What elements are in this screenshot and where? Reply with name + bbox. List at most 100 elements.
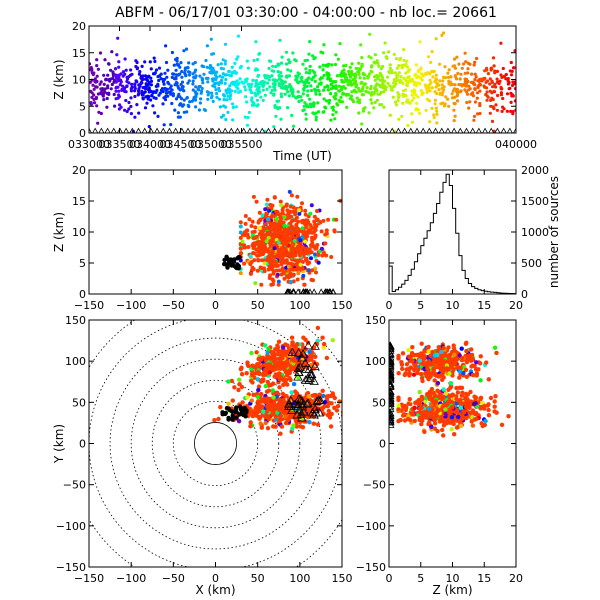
time-height-source [473,87,477,92]
time-height-source [110,82,114,87]
plan-view-source [277,418,282,424]
x-height-source [246,235,251,240]
time-height-source [493,82,497,86]
time-height-source [389,88,393,92]
plan-view-source [268,382,274,388]
time-height-source [255,88,259,92]
x-height-source [268,273,272,278]
time-height-source [163,98,168,102]
time-height-source [208,66,212,70]
time-height-source [432,115,436,119]
time-height-source [180,104,185,108]
time-height-source [121,84,125,88]
height-y-source [436,345,441,350]
time-height-source [109,68,113,72]
time-height-source [398,57,402,62]
time-height-source [280,55,284,59]
time-height-source [179,82,183,87]
time-height-source [276,70,280,74]
time-height-source [378,78,383,82]
time-height-source [241,81,246,85]
time-height-source [491,56,496,60]
time-height-source [405,59,409,63]
height-y-source [470,363,475,368]
height-y-source [419,341,424,346]
height-y-source [506,414,511,419]
time-height-source [472,63,476,67]
plan-view-source [248,420,253,425]
time-height-source [278,38,282,42]
time-height-flash-marker [284,127,291,133]
time-height-flash-marker [222,127,229,133]
time-height-source [489,98,493,102]
time-height-source [164,44,168,48]
x-height-source [276,282,281,287]
time-height-source [95,58,99,62]
time-height-source [353,81,357,85]
height-y-source [429,424,434,429]
time-height-source [169,92,173,96]
time-height-source [135,80,139,84]
height-y-source [441,433,446,438]
time-height-source [92,87,96,91]
time-height-source [322,110,326,114]
time-height-source [267,78,271,82]
x-height-source [276,279,281,284]
height-y-source [444,366,449,371]
height_y-ytick-label: 100 [365,355,386,368]
plan-view-source [256,384,262,389]
time-height-source [352,73,356,77]
time-height-source [197,108,201,112]
height-y-flash-marker [389,415,395,423]
height-y-flash-marker [389,369,395,378]
x-height-source [300,245,305,249]
time-height-source [258,90,262,94]
plan-view-source [273,424,278,429]
time-height-source [513,49,516,53]
time-height-source [466,67,470,71]
height-y-source [440,367,445,372]
x-height-source [295,194,300,199]
plan-view-flash-marker [299,407,309,416]
time-height-source [239,65,243,69]
plan_view-xtick-label: 150 [332,572,353,585]
time-height-flash-marker [444,127,451,133]
time-height-source [446,71,450,75]
time-height-source [420,90,424,94]
height_y-xtick-label: 20 [509,572,523,585]
plan-view-early-source [237,412,242,417]
time-height-source [447,104,451,108]
x-height-source [320,253,325,258]
time-height-source [395,66,399,70]
time-height-source [377,64,381,68]
time-height-source [123,57,127,61]
time-height-source [322,88,326,92]
height-y-source [396,407,401,412]
plan-view-source [276,339,282,344]
time-height-source [261,80,266,84]
time-height-source [186,81,190,85]
time-height-source [394,57,399,61]
time-height-source [404,78,408,82]
time-height-source [296,90,300,94]
time-height-source [171,94,175,98]
time-height-source [148,60,152,64]
time-height-source [261,98,265,102]
x-height-source [296,219,301,224]
time-height-source [444,95,448,99]
time-height-source [418,40,422,44]
time-height-source [271,64,275,68]
height-y-source [470,357,475,362]
time_height-xtick-label: 034000 [129,138,171,151]
time-height-flash-marker [389,127,396,133]
time-height-source [362,82,366,86]
time-height-source [495,77,499,81]
plan-view-source [330,391,335,396]
plan-view-source [284,394,289,399]
plan-view-source [262,343,268,348]
plan-view-flash-marker [305,369,316,378]
x-height-source [248,254,253,259]
range-ring [194,422,237,465]
time-height-source [433,102,437,106]
x-height-source [295,231,300,236]
